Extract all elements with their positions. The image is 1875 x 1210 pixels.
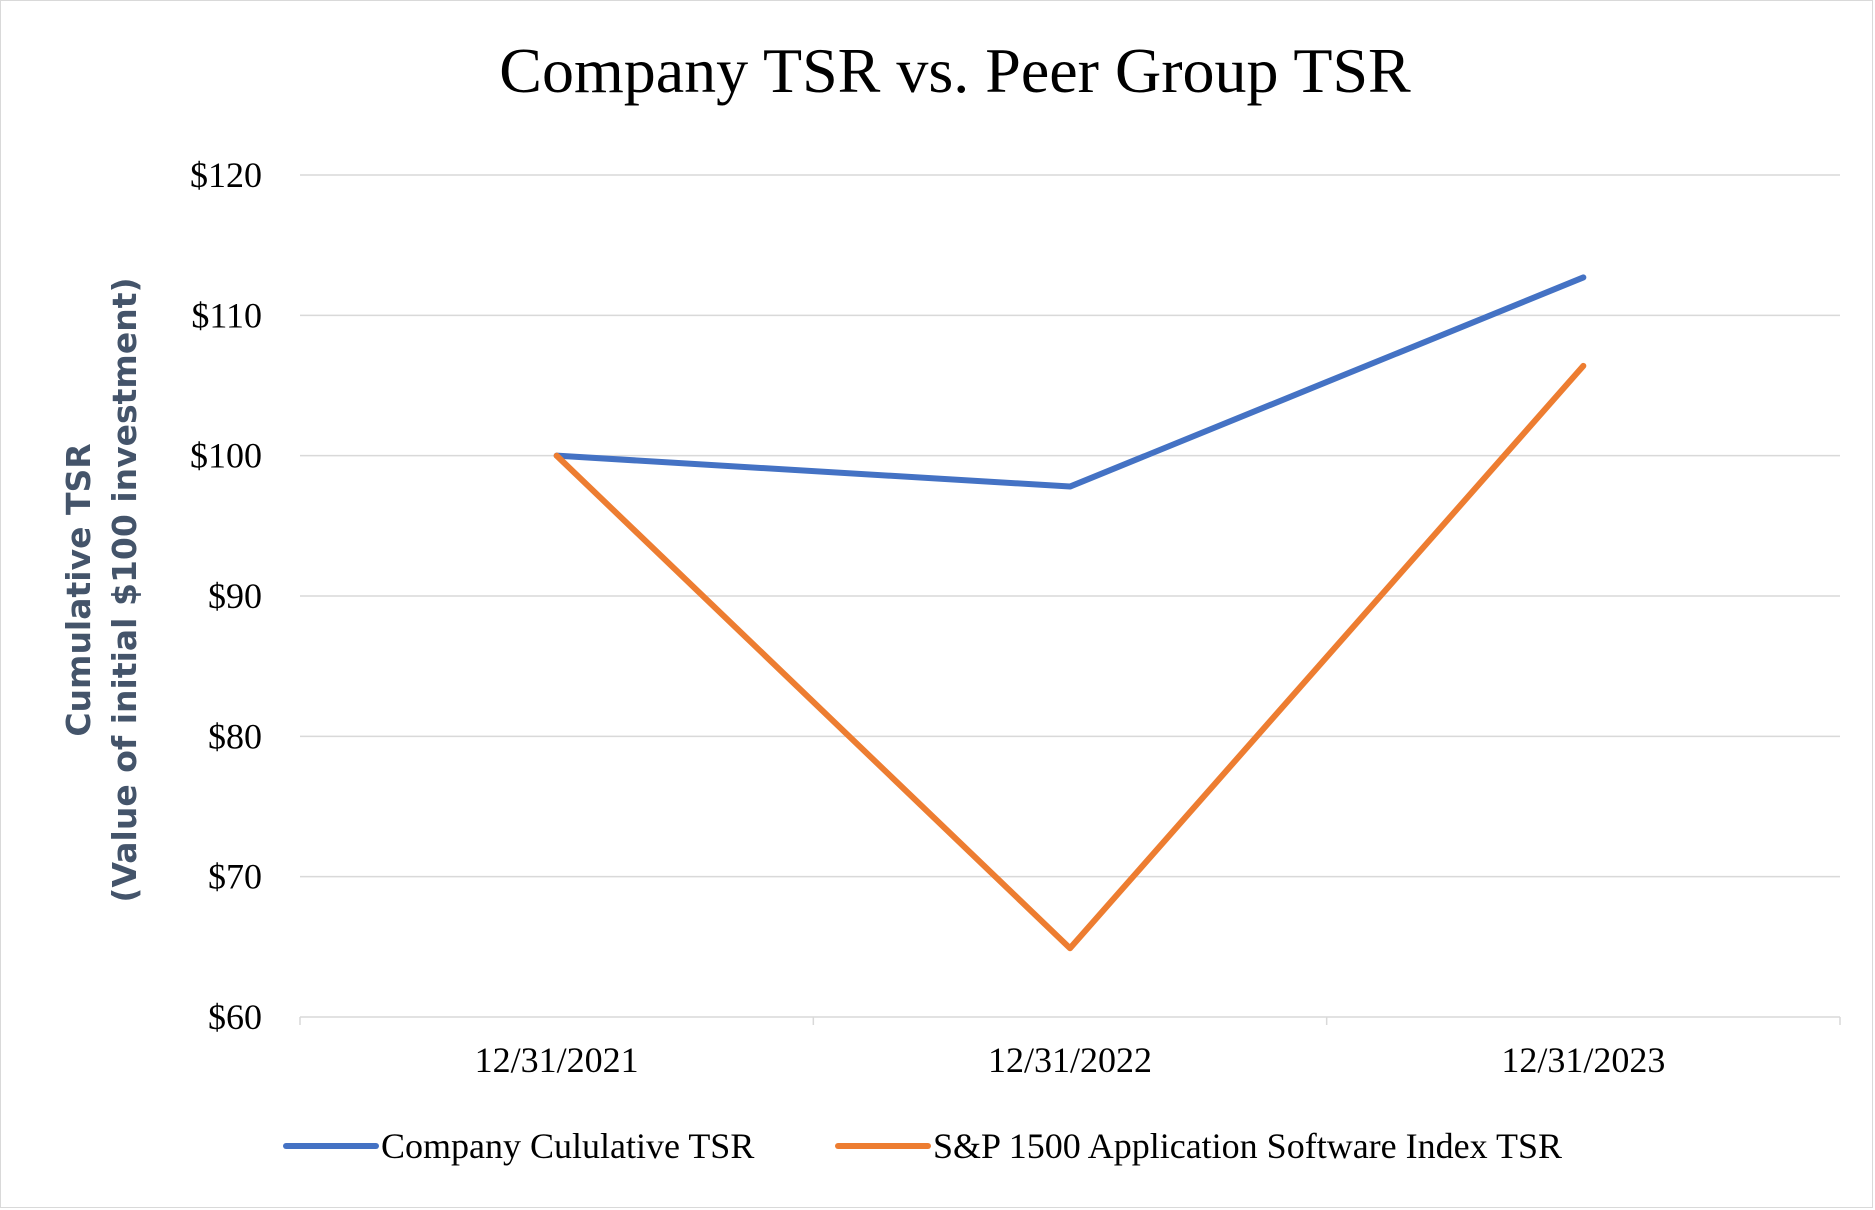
x-tick-label: 12/31/2023 <box>1501 1040 1665 1080</box>
y-tick-label: $60 <box>208 997 262 1037</box>
gridlines <box>300 174 1840 878</box>
y-tick-label: $80 <box>208 716 262 756</box>
legend-label-1: Company Cululative TSR <box>381 1126 754 1166</box>
y-axis-label: Cumulative TSR (Value of initial $100 in… <box>59 277 144 902</box>
x-axis-ticks: 12/31/2021 12/31/2022 12/31/2023 <box>475 1040 1666 1080</box>
y-axis-label-line-1: Cumulative TSR <box>59 443 98 736</box>
x-tick-label: 12/31/2022 <box>988 1040 1152 1080</box>
legend-label-2: S&P 1500 Application Software Index TSR <box>933 1126 1562 1166</box>
data-point <box>1581 275 1586 280</box>
y-tick-label: $110 <box>191 295 262 335</box>
data-point <box>1581 363 1586 368</box>
chart-title: Company TSR vs. Peer Group TSR <box>499 35 1411 106</box>
y-tick-label: $100 <box>190 436 262 476</box>
series-line-2 <box>553 362 1587 952</box>
data-point <box>554 453 559 458</box>
y-tick-label: $70 <box>208 857 262 897</box>
legend: Company Cululative TSR S&P 1500 Applicati… <box>283 1126 1562 1166</box>
x-axis <box>299 1016 1841 1025</box>
data-point <box>1068 484 1072 489</box>
x-tick-label: 12/31/2021 <box>475 1040 639 1080</box>
data-point <box>1068 946 1072 951</box>
series-lines <box>553 274 1587 952</box>
y-tick-label: $120 <box>190 155 262 195</box>
y-axis-ticks: $60 $70 $80 $90 $100 $110 $120 <box>190 155 262 1037</box>
y-axis-label-line-2: (Value of initial $100 investment) <box>105 277 144 902</box>
y-tick-label: $90 <box>208 576 262 616</box>
